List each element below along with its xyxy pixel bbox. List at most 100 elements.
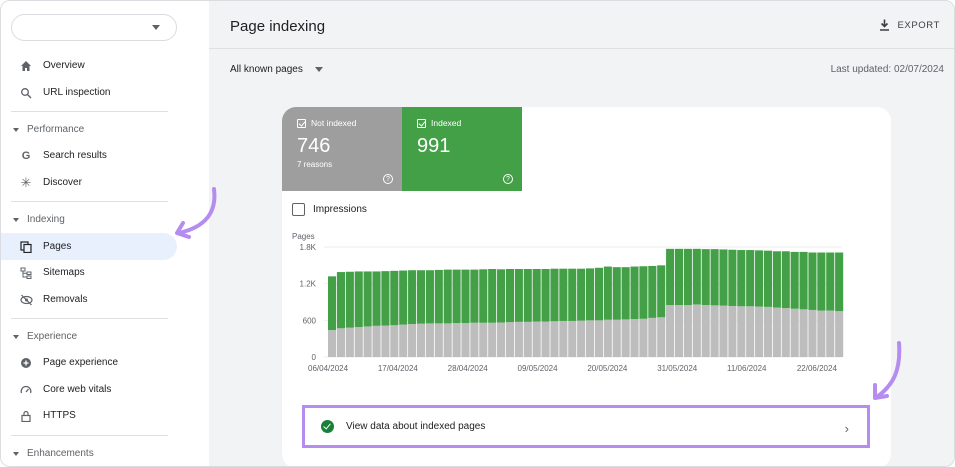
- sidebar-item-removals[interactable]: Removals: [1, 286, 177, 313]
- bar-not-indexed: [354, 327, 363, 357]
- bar-not-indexed: [728, 305, 737, 357]
- bar-indexed: [381, 271, 390, 326]
- section-title: Experience: [27, 331, 78, 342]
- lock-icon: [19, 409, 33, 423]
- property-selector[interactable]: [11, 14, 177, 41]
- y-tick-label: 600: [303, 316, 317, 325]
- bar-not-indexed: [648, 317, 657, 357]
- bar-indexed: [514, 269, 523, 322]
- sidebar-item-overview[interactable]: Overview: [1, 52, 177, 79]
- bar-indexed: [612, 267, 621, 320]
- sidebar-item-pages[interactable]: Pages: [1, 233, 177, 260]
- checkbox[interactable]: [292, 203, 305, 216]
- bar-not-indexed: [452, 323, 461, 357]
- help-icon[interactable]: ?: [503, 174, 513, 184]
- x-tick-label: 17/04/2024: [378, 364, 419, 373]
- sidebar-item-label: HTTPS: [43, 410, 76, 421]
- page-title: Page indexing: [230, 18, 326, 35]
- sidebar-item-https[interactable]: HTTPS: [1, 402, 177, 429]
- bar-not-indexed: [577, 320, 586, 357]
- bar-indexed: [817, 252, 826, 311]
- bar-indexed: [363, 271, 372, 327]
- indexed-count: 991: [417, 135, 451, 157]
- annotation-arrow-view-data: [873, 341, 902, 400]
- sidebar-item-label: Search results: [43, 150, 107, 161]
- collapse-icon: [13, 451, 19, 456]
- google-g-icon: G: [21, 149, 31, 162]
- bar-indexed: [835, 252, 844, 312]
- sidebar-item-discover[interactable]: ✳ Discover: [1, 169, 177, 196]
- bar-indexed: [737, 250, 746, 307]
- bar-not-indexed: [666, 305, 675, 357]
- bar-indexed: [781, 251, 790, 309]
- x-tick-label: 09/05/2024: [518, 364, 559, 373]
- bar-indexed: [488, 269, 497, 323]
- sidebar-item-sitemaps[interactable]: Sitemaps: [1, 259, 177, 286]
- bar-indexed: [497, 269, 506, 323]
- bar-not-indexed: [772, 307, 781, 357]
- sidebar-item-search-results[interactable]: G Search results: [1, 142, 177, 169]
- bar-not-indexed: [523, 321, 532, 357]
- section-enhancements[interactable]: Enhancements: [13, 448, 94, 459]
- bar-not-indexed: [434, 323, 443, 357]
- view-indexed-pages-link[interactable]: View data about indexed pages ›: [302, 405, 870, 448]
- bar-not-indexed: [737, 306, 746, 357]
- sidebar-item-label: Overview: [43, 60, 85, 71]
- impressions-toggle[interactable]: Impressions: [292, 203, 367, 216]
- checkbox-icon: [417, 118, 426, 128]
- bar-not-indexed: [514, 321, 523, 357]
- bar-indexed: [550, 268, 559, 322]
- plus-circle-icon: [19, 356, 33, 370]
- bar-indexed: [808, 252, 817, 310]
- asterisk-icon: ✳: [20, 174, 32, 190]
- bar-not-indexed: [808, 309, 817, 357]
- annotation-arrow-pages: [175, 187, 217, 239]
- check-circle-icon: [321, 420, 334, 433]
- bar-indexed: [692, 248, 701, 305]
- filter-label: All known pages: [230, 64, 303, 75]
- sidebar-item-label: Discover: [43, 177, 82, 188]
- bar-indexed: [621, 267, 630, 320]
- section-experience[interactable]: Experience: [13, 331, 77, 342]
- bar-indexed: [532, 269, 541, 322]
- x-tick-label: 28/04/2024: [448, 364, 489, 373]
- section-indexing[interactable]: Indexing: [13, 214, 65, 225]
- bar-not-indexed: [674, 305, 684, 357]
- pages-filter-dropdown[interactable]: All known pages: [230, 64, 323, 75]
- help-icon[interactable]: ?: [383, 174, 393, 184]
- bar-indexed: [763, 250, 773, 307]
- not-indexed-tile[interactable]: Not indexed 746 7 reasons ?: [282, 107, 402, 191]
- bar-not-indexed: [719, 305, 728, 357]
- bar-not-indexed: [559, 320, 568, 357]
- bar-not-indexed: [790, 308, 799, 357]
- bar-not-indexed: [399, 324, 408, 357]
- sidebar-item-core-web-vitals[interactable]: Core web vitals: [1, 376, 177, 403]
- x-tick-label: 31/05/2024: [657, 364, 698, 373]
- top-bar: Page indexing EXPORT: [209, 1, 954, 49]
- bar-not-indexed: [763, 306, 773, 357]
- indexing-chart: Pages 0 600 1.2K 1.8K 06/04/2024 17/04/2024 28/…: [292, 232, 844, 373]
- bar-indexed: [523, 269, 532, 322]
- bar-not-indexed: [568, 320, 577, 357]
- home-icon: [19, 59, 33, 73]
- bar-indexed: [408, 270, 417, 324]
- bar-indexed: [710, 249, 719, 306]
- sidebar-item-url-inspection[interactable]: URL inspection: [1, 79, 177, 106]
- bar-indexed: [728, 249, 737, 306]
- indexed-tile[interactable]: Indexed 991 ?: [402, 107, 522, 191]
- bar-not-indexed: [390, 325, 399, 357]
- bar-not-indexed: [710, 305, 719, 357]
- section-performance[interactable]: Performance: [13, 124, 84, 135]
- bar-indexed: [443, 269, 452, 324]
- bar-not-indexed: [550, 321, 559, 357]
- sidebar-item-page-experience[interactable]: Page experience: [1, 349, 177, 376]
- bar-not-indexed: [372, 325, 381, 357]
- divider: [209, 48, 954, 49]
- bar-indexed: [639, 266, 648, 319]
- y-tick-label: 0: [312, 353, 317, 362]
- bar-indexed: [666, 248, 675, 306]
- bar-not-indexed: [683, 305, 692, 357]
- export-button[interactable]: EXPORT: [879, 19, 941, 31]
- bar-not-indexed: [701, 305, 710, 357]
- section-title: Indexing: [27, 214, 65, 225]
